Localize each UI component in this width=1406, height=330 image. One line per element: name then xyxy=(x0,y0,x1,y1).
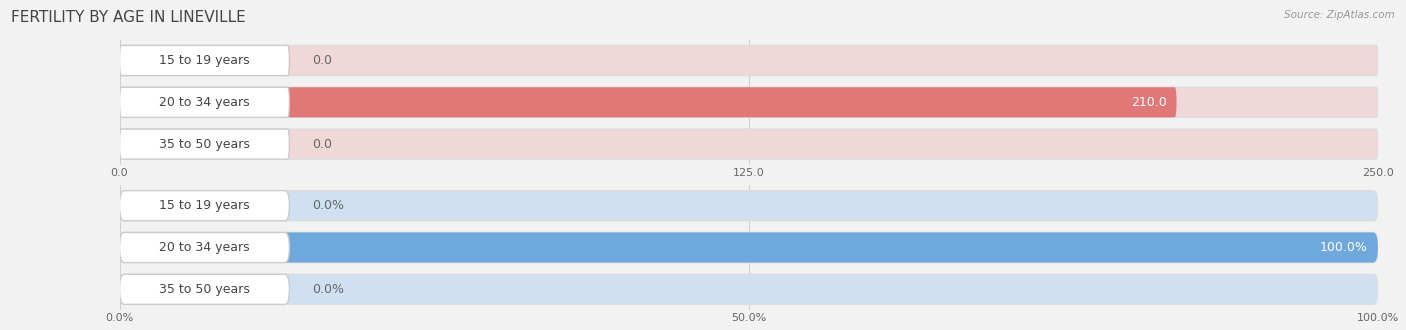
FancyBboxPatch shape xyxy=(120,129,290,159)
Text: 0.0: 0.0 xyxy=(312,54,332,67)
Text: 210.0: 210.0 xyxy=(1130,96,1167,109)
FancyBboxPatch shape xyxy=(120,87,1177,117)
FancyBboxPatch shape xyxy=(120,274,1378,304)
FancyBboxPatch shape xyxy=(120,129,1378,159)
FancyBboxPatch shape xyxy=(120,232,1378,263)
FancyBboxPatch shape xyxy=(120,191,290,221)
FancyBboxPatch shape xyxy=(120,191,1378,221)
Text: 35 to 50 years: 35 to 50 years xyxy=(159,138,250,150)
Text: FERTILITY BY AGE IN LINEVILLE: FERTILITY BY AGE IN LINEVILLE xyxy=(11,10,246,25)
Text: 15 to 19 years: 15 to 19 years xyxy=(159,54,250,67)
Text: 35 to 50 years: 35 to 50 years xyxy=(159,283,250,296)
FancyBboxPatch shape xyxy=(120,46,1378,76)
FancyBboxPatch shape xyxy=(120,46,290,76)
FancyBboxPatch shape xyxy=(120,232,1378,263)
Text: 0.0%: 0.0% xyxy=(312,199,344,212)
Text: Source: ZipAtlas.com: Source: ZipAtlas.com xyxy=(1284,10,1395,20)
Text: 100.0%: 100.0% xyxy=(1320,241,1368,254)
FancyBboxPatch shape xyxy=(120,232,290,263)
FancyBboxPatch shape xyxy=(120,274,290,304)
Text: 0.0: 0.0 xyxy=(312,138,332,150)
Text: 20 to 34 years: 20 to 34 years xyxy=(159,96,250,109)
FancyBboxPatch shape xyxy=(120,87,1378,117)
Text: 20 to 34 years: 20 to 34 years xyxy=(159,241,250,254)
Text: 0.0%: 0.0% xyxy=(312,283,344,296)
FancyBboxPatch shape xyxy=(120,87,290,117)
Text: 15 to 19 years: 15 to 19 years xyxy=(159,199,250,212)
